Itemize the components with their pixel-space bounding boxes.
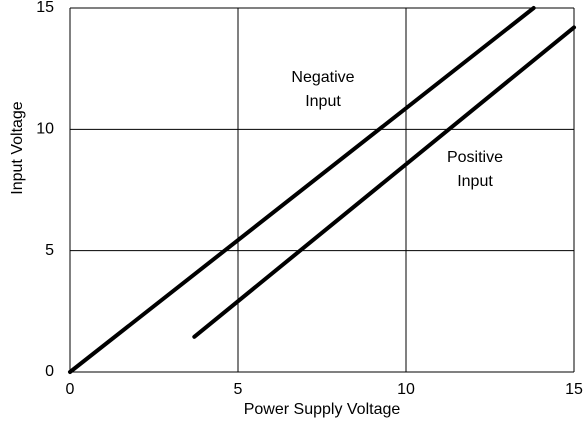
y-tick-label: 10 [36, 121, 54, 138]
annotation: Positive Input [447, 149, 503, 190]
annotation-line: Negative [291, 69, 354, 86]
x-tick-label: 15 [565, 381, 583, 398]
x-tick-label: 0 [66, 381, 75, 398]
y-axis-label: Input Voltage [9, 101, 26, 195]
annotation-line: Positive [447, 149, 503, 166]
annotation-line: Input [305, 93, 341, 110]
x-tick-label: 10 [397, 381, 415, 398]
x-tick-label: 5 [234, 381, 243, 398]
y-tick-label: 15 [36, 0, 54, 16]
annotation: Negative Input [291, 69, 354, 110]
series-line [68, 6, 536, 374]
series-line [192, 25, 576, 339]
y-tick-label: 5 [45, 242, 54, 259]
x-axis-label: Power Supply Voltage [244, 401, 401, 418]
annotation-line: Input [457, 173, 493, 190]
y-tick-label: 0 [45, 363, 54, 380]
